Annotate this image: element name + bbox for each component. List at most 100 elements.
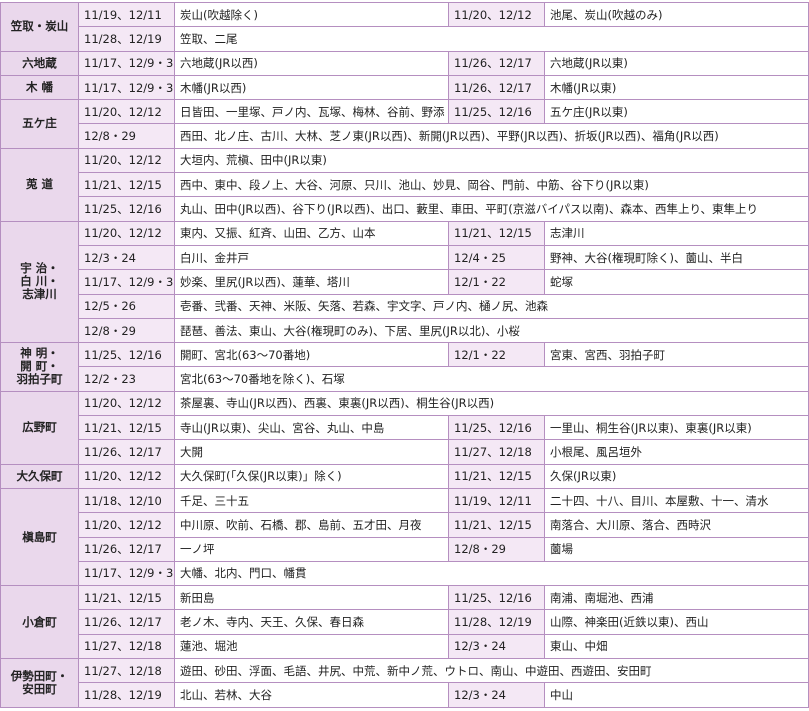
place-cell: 西田、北ノ庄、古川、大林、芝ノ東(JR以西)、新開(JR以西)、平野(JR以西)… [174, 123, 809, 149]
date-cell: 11/21、12/15 [448, 512, 545, 538]
place-cell: 中川原、吹前、石橋、郡、島前、五才田、月夜 [174, 512, 449, 538]
area-name: 木 幡 [25, 80, 53, 95]
place-cell: 二十四、十八、目川、本屋敷、十一、清水 [544, 487, 809, 514]
place-cell: 宮東、宮西、羽拍子町 [544, 342, 809, 368]
table-row: 莵 道 11/20、12/12 大垣内、荒槇、田中(JR以東) [0, 147, 809, 222]
area-name: 槇島町 [22, 529, 57, 544]
date-cell: 11/21、12/15 [78, 585, 175, 611]
table-row: 12/3・24 白川、金井戸 12/4・25 野神、大谷(権現町除く)、薗山、半白 [1, 244, 809, 271]
date-cell: 11/25、12/16 [448, 585, 545, 611]
place-cell: 東内、又振、紅斉、山田、乙方、山本 [174, 220, 449, 246]
date-cell: 11/20、12/12 [78, 463, 175, 489]
date-cell: 11/26、12/17 [448, 74, 545, 101]
table-row: 11/20、12/12 中川原、吹前、石橋、郡、島前、五才田、月夜 11/21、12… [1, 512, 809, 538]
date-cell: 12/8・29 [78, 317, 175, 344]
table-row: 神 明・開 町・ 羽拍子町 11/25、12/16 開町、宮北(63～70番地) 12/… [0, 342, 809, 392]
table-row: 11/26、12/17 老ノ木、寺内、天王、久保、春日森 11/28、12/19 山際… [1, 609, 809, 635]
table-row: 12/5・26 壱番、弐番、天神、米阪、矢落、若森、宇文字、戸ノ内、樋ノ尻、池森 [1, 293, 809, 319]
date-cell: 12/4・25 [448, 244, 545, 271]
date-cell: 11/20、12/12 [78, 512, 175, 538]
date-cell: 11/27、12/18 [448, 439, 545, 465]
date-cell: 11/20、12/12 [78, 390, 175, 417]
table-row: 五ケ庄 11/20、12/12 日皆田、一里塚、戸ノ内、瓦塚、梅林、谷前、野添 11/… [0, 99, 809, 149]
area-cell: 小倉町 [0, 585, 79, 660]
date-cell: 11/28、12/19 [78, 26, 175, 52]
date-cell: 11/27、12/18 [78, 658, 175, 684]
area-cell: 莵 道 [0, 147, 79, 222]
table-row: 11/27、12/18 蓮池、堀池 12/3・24 東山、中畑 [1, 633, 809, 660]
date-cell: 11/28、12/19 [448, 609, 545, 635]
table-row: 笠取・炭山 11/19、12/11 炭山(吹越除く) 11/20、12/12 池尾、炭山… [0, 1, 809, 52]
date-cell: 11/21、12/15 [78, 415, 175, 441]
area-name: 羽拍子町 [16, 372, 63, 387]
place-cell: 寺山(JR以東)、尖山、宮谷、丸山、中島 [174, 415, 449, 441]
place-cell: 池尾、炭山(吹越のみ) [544, 1, 809, 28]
date-cell: 12/3・24 [448, 682, 545, 708]
area-cell: 木 幡 [0, 74, 79, 101]
area-name: 六地蔵 [22, 55, 57, 70]
date-cell: 11/20、12/12 [448, 1, 545, 28]
table-row: 六地蔵 11/17、12/9・30 六地蔵(JR以西) 11/26、12/17 六地蔵(… [0, 50, 809, 76]
place-cell: 大垣内、荒槇、田中(JR以東) [174, 147, 809, 174]
place-cell: 琵琶、善法、東山、大谷(権現町のみ)、下居、里尻(JR以北)、小桜 [174, 317, 809, 344]
area-name: 莵 道 [25, 177, 53, 192]
table-row: 11/28、12/19 北山、若林、大谷 12/3・24 中山 [1, 682, 809, 708]
date-cell: 12/8・29 [448, 536, 545, 562]
place-cell: 千足、三十五 [174, 487, 449, 514]
area-name: 白 川・ [20, 274, 59, 289]
area-name: 大久保町 [16, 468, 63, 483]
place-cell: 丸山、田中(JR以西)、谷下り(JR以西)、出口、藪里、車田、平町(京滋バイパス… [174, 196, 809, 222]
date-cell: 11/25、12/16 [448, 99, 545, 125]
place-cell: 六地蔵(JR以西) [174, 50, 449, 76]
place-cell: 茶屋裏、寺山(JR以西)、西裏、東裏(JR以西)、桐生谷(JR以西) [174, 390, 809, 417]
place-cell: 日皆田、一里塚、戸ノ内、瓦塚、梅林、谷前、野添 [174, 99, 449, 125]
date-cell: 11/20、12/12 [78, 220, 175, 246]
place-cell: 開町、宮北(63～70番地) [174, 342, 449, 368]
table-row: 大久保町 11/20、12/12 大久保町(「久保(JR以東)」除く) 11/21、1… [0, 463, 809, 489]
table-row: 12/8・29 琵琶、善法、東山、大谷(権現町のみ)、下居、里尻(JR以北)、小桜 [1, 317, 809, 344]
area-name: 宇 治・ [20, 261, 59, 276]
date-cell: 11/19、12/11 [448, 487, 545, 514]
table-row: 小倉町 11/21、12/15 新田島 11/25、12/16 南浦、南堀池、西浦 [0, 585, 809, 660]
table-row: 宇 治・白 川・ 志津川 11/20、12/12 東内、又振、紅斉、山田、乙方、山本 1… [0, 220, 809, 344]
place-cell: 五ケ庄(JR以東) [544, 99, 809, 125]
area-cell: 伊勢田町・ 安田町 [0, 658, 79, 708]
area-cell: 六地蔵 [0, 50, 79, 76]
place-cell: 志津川 [544, 220, 809, 246]
table-row: 11/21、12/15 寺山(JR以東)、尖山、宮谷、丸山、中島 11/25、12/… [1, 415, 809, 441]
date-cell: 11/20、12/12 [78, 99, 175, 125]
area-cell: 宇 治・白 川・ 志津川 [0, 220, 79, 344]
place-cell: 妙楽、里尻(JR以西)、蓮華、塔川 [174, 269, 449, 295]
place-cell: 木幡(JR以西) [174, 74, 449, 101]
area-name: 安田町 [22, 681, 57, 696]
area-cell: 神 明・開 町・ 羽拍子町 [0, 342, 79, 392]
date-cell: 11/19、12/11 [78, 1, 175, 28]
date-cell: 12/1・22 [448, 269, 545, 295]
date-cell: 11/17、12/9・30 [78, 269, 175, 295]
place-cell: 一里山、桐生谷(JR以東)、東裏(JR以東) [544, 415, 809, 441]
table-row: 伊勢田町・ 安田町 11/27、12/18 遊田、砂田、浮面、毛語、井尻、中荒、新中ノ… [0, 658, 809, 708]
area-name: 五ケ庄 [22, 116, 57, 131]
area-cell: 広野町 [0, 390, 79, 465]
date-cell: 11/17、12/9・30 [78, 560, 175, 587]
place-cell: 薗場 [544, 536, 809, 562]
table-row: 11/26、12/17 大開 11/27、12/18 小根尾、風呂垣外 [1, 439, 809, 465]
place-cell: 中山 [544, 682, 809, 708]
date-cell: 11/25、12/16 [78, 196, 175, 222]
place-cell: 久保(JR以東) [544, 463, 809, 489]
table-row: 11/25、12/16 丸山、田中(JR以西)、谷下り(JR以西)、出口、藪里、車… [1, 196, 809, 222]
date-cell: 12/5・26 [78, 293, 175, 319]
date-cell: 11/18、12/10 [78, 487, 175, 514]
place-cell: 蛇塚 [544, 269, 809, 295]
place-cell: 木幡(JR以東) [544, 74, 809, 101]
place-cell: 炭山(吹越除く) [174, 1, 449, 28]
place-cell: 笠取、二尾 [174, 26, 809, 52]
date-cell: 11/26、12/17 [78, 439, 175, 465]
place-cell: 東山、中畑 [544, 633, 809, 660]
place-cell: 大久保町(「久保(JR以東)」除く) [174, 463, 449, 489]
area-cell: 笠取・炭山 [0, 2, 79, 52]
date-cell: 11/21、12/15 [78, 172, 175, 198]
area-name: 開 町・ [20, 359, 59, 374]
table-row: 槇島町 11/18、12/10 千足、三十五 11/19、12/11 二十四、十八、目川… [0, 487, 809, 587]
